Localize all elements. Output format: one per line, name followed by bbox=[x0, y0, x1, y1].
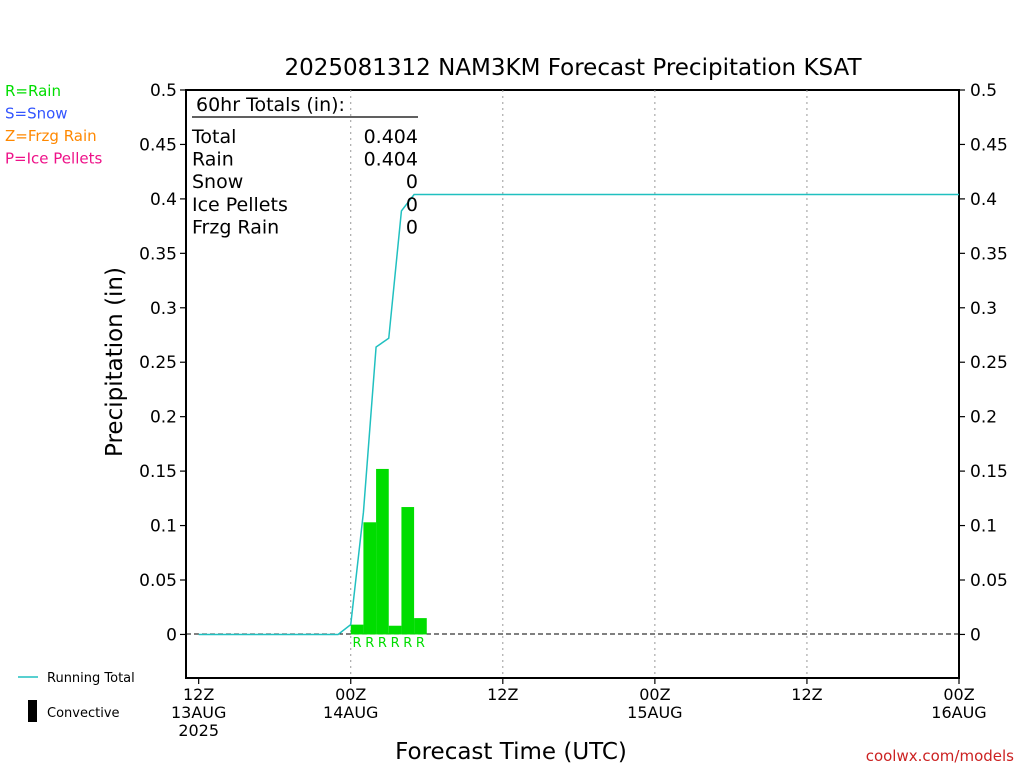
x-tick-label: 00Z bbox=[943, 685, 974, 704]
totals-row-label: Total bbox=[191, 126, 236, 148]
rain-bar bbox=[388, 625, 402, 635]
totals-row-value: 0 bbox=[406, 194, 418, 216]
y-tick-label: 0.15 bbox=[139, 462, 177, 482]
x-tick-label: 12Z bbox=[791, 685, 822, 704]
type-legend-entry: Z=Frzg Rain bbox=[5, 127, 97, 145]
y-tick-label-right: 0.4 bbox=[970, 190, 997, 210]
totals-box: 60hr Totals (in): Total 0.404 Rain 0.404 Sno… bbox=[191, 94, 418, 238]
line-legend-label: Convective bbox=[47, 706, 120, 721]
rain-bar bbox=[414, 618, 427, 635]
y-tick-label: 0.45 bbox=[139, 135, 177, 155]
type-legend-entry: P=Ice Pellets bbox=[5, 150, 102, 168]
type-legend-entry: S=Snow bbox=[5, 105, 68, 123]
totals-row-value: 0 bbox=[406, 171, 418, 193]
x-tick-label: 00Z bbox=[335, 685, 366, 704]
totals-row-value: 0 bbox=[406, 216, 418, 238]
y-tick-label: 0.2 bbox=[150, 408, 177, 428]
rain-bar bbox=[401, 507, 415, 635]
y-tick-label: 0.35 bbox=[139, 244, 177, 264]
line-legend-label: Running Total bbox=[47, 671, 135, 686]
x-tick-label: 14AUG bbox=[323, 703, 378, 722]
precip-type-code: R bbox=[416, 636, 425, 651]
y-tick-label-right: 0 bbox=[970, 625, 981, 645]
y-tick-label-right: 0.25 bbox=[970, 353, 1008, 373]
precip-type-code: R bbox=[403, 636, 412, 651]
x-tick-label: 12Z bbox=[487, 685, 518, 704]
totals-row-label: Rain bbox=[192, 149, 234, 171]
y-tick-label: 0.5 bbox=[150, 81, 177, 101]
y-tick-label: 0.4 bbox=[150, 190, 177, 210]
y-tick-label-right: 0.15 bbox=[970, 462, 1008, 482]
running-total-line bbox=[198, 193, 959, 636]
vertical-grid bbox=[350, 90, 808, 678]
convective-legend-swatch bbox=[28, 700, 37, 722]
y-tick-label: 0.25 bbox=[139, 353, 177, 373]
precip-type-code: R bbox=[353, 636, 362, 651]
rain-bar bbox=[363, 522, 377, 635]
totals-title: 60hr Totals (in): bbox=[196, 94, 345, 116]
x-tick-label: 2025 bbox=[178, 721, 219, 740]
x-tick-label: 15AUG bbox=[627, 703, 682, 722]
x-tick-label: 16AUG bbox=[931, 703, 986, 722]
credit-text: coolwx.com/models bbox=[866, 747, 1014, 765]
y-tick-label: 0 bbox=[166, 625, 177, 645]
line-legend: Running Total Convective bbox=[18, 671, 135, 722]
precip-type-code: R bbox=[365, 636, 374, 651]
y-tick-label-right: 0.3 bbox=[970, 299, 997, 319]
y-tick-label: 0.05 bbox=[139, 571, 177, 591]
rain-bar bbox=[376, 468, 389, 635]
y-tick-label-right: 0.1 bbox=[970, 517, 997, 537]
y-tick-label-right: 0.35 bbox=[970, 244, 1008, 264]
x-tick-label: 00Z bbox=[639, 685, 670, 704]
plot-frame bbox=[185, 89, 960, 679]
y-tick-label-right: 0.5 bbox=[970, 81, 997, 101]
y-tick-label-right: 0.2 bbox=[970, 408, 997, 428]
precip-type-code: R bbox=[378, 636, 387, 651]
precip-type-legend: R=Rain S=Snow Z=Frzg Rain P=Ice Pellets bbox=[5, 82, 102, 168]
totals-row-value: 0.404 bbox=[364, 149, 418, 171]
totals-row-value: 0.404 bbox=[364, 126, 418, 148]
x-tick-label: 12Z bbox=[183, 685, 214, 704]
y-tick-label: 0.3 bbox=[150, 299, 177, 319]
chart-title: 2025081312 NAM3KM Forecast Precipitation… bbox=[284, 55, 862, 81]
y-tick-label-right: 0.05 bbox=[970, 571, 1008, 591]
type-legend-entry: R=Rain bbox=[5, 82, 61, 100]
precip-type-code: R bbox=[391, 636, 400, 651]
totals-row-label: Ice Pellets bbox=[192, 194, 288, 216]
totals-row-label: Frzg Rain bbox=[192, 216, 279, 238]
totals-rows: Total 0.404 Rain 0.404 Snow 0 Ice Pellets 0 Frzg… bbox=[191, 126, 418, 238]
y-tick-label-right: 0.45 bbox=[970, 135, 1008, 155]
y-axis-label: Precipitation (in) bbox=[102, 267, 128, 457]
x-axis-label: Forecast Time (UTC) bbox=[395, 739, 627, 765]
rain-bars bbox=[350, 468, 427, 635]
y-axis-left: 0 0.05 0.1 0.15 0.2 0.25 0.3 0.35 0.4 0.45 0.5 bbox=[139, 81, 186, 645]
y-axis-right: 0 0.05 0.1 0.15 0.2 0.25 0.3 0.35 0.4 0.45 0.5 bbox=[959, 81, 1008, 645]
x-tick-label: 13AUG bbox=[171, 703, 226, 722]
rain-bar bbox=[350, 624, 364, 635]
y-tick-label: 0.1 bbox=[150, 517, 177, 537]
totals-row-label: Snow bbox=[192, 171, 243, 193]
